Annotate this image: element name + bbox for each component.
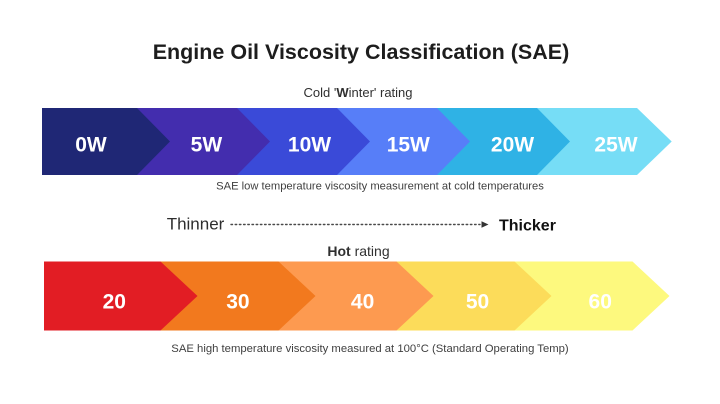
svg-text:Cold 'Winter' rating: Cold 'Winter' rating <box>303 85 412 100</box>
svg-text:Hot rating: Hot rating <box>327 243 389 259</box>
svg-text:60: 60 <box>589 291 612 314</box>
svg-text:0W: 0W <box>75 133 107 156</box>
svg-text:20W: 20W <box>491 133 534 156</box>
svg-text:SAE low temperature viscosity: SAE low temperature viscosity measuremen… <box>216 181 544 193</box>
svg-text:Thinner: Thinner <box>167 215 225 234</box>
svg-text:5W: 5W <box>191 133 223 156</box>
svg-text:Thicker: Thicker <box>499 218 556 235</box>
svg-text:Engine Oil Viscosity Classific: Engine Oil Viscosity Classification (SAE… <box>153 40 570 64</box>
svg-text:15W: 15W <box>387 133 430 156</box>
svg-text:25W: 25W <box>594 133 637 156</box>
svg-text:10W: 10W <box>288 133 331 156</box>
svg-text:50: 50 <box>466 291 489 314</box>
svg-text:40: 40 <box>351 291 374 314</box>
svg-text:30: 30 <box>226 291 249 314</box>
svg-text:20: 20 <box>103 291 126 314</box>
svg-text:SAE high temperature viscosity: SAE high temperature viscosity measured … <box>171 343 569 355</box>
